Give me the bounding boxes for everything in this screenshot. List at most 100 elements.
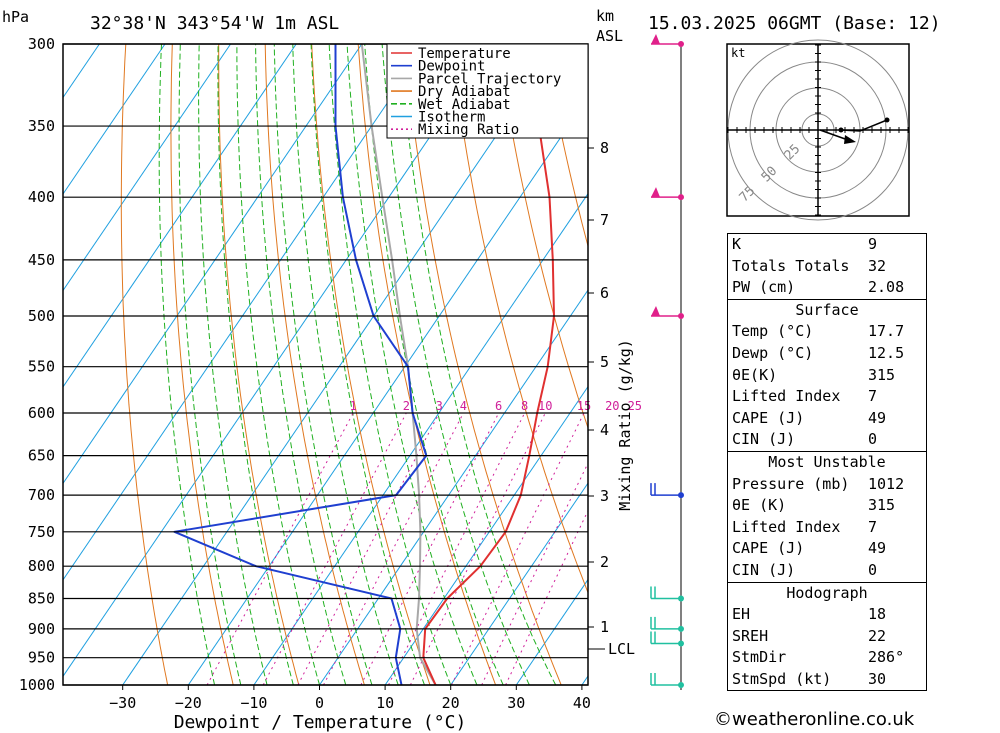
pressure-tick-label: 750 bbox=[28, 523, 55, 541]
most-unstable-index-value: 49 bbox=[868, 539, 887, 558]
isotherm-line bbox=[63, 44, 494, 678]
dry-adiabat-line bbox=[170, 44, 234, 685]
most-unstable-index-value: 315 bbox=[868, 496, 896, 515]
most-unstable-title: Most Unstable bbox=[768, 452, 886, 471]
most-unstable-index-value: 0 bbox=[868, 560, 878, 579]
legend-box bbox=[386, 43, 589, 139]
credit-text: ©weatheronline.co.uk bbox=[714, 709, 915, 730]
hodograph-section: Hodograph EH 18 SREH 22 StmDir 286° StmSpd (kt… bbox=[727, 581, 927, 692]
isotherm-line bbox=[450, 482, 588, 685]
wet-adiabat-line bbox=[158, 44, 215, 685]
height-unit-label: km bbox=[596, 7, 614, 25]
surface-index-row: Temp (°C) 17.7 bbox=[728, 321, 926, 343]
most-unstable-index-value: 7 bbox=[868, 517, 878, 536]
general-index-row: PW (cm) 2.08 bbox=[728, 277, 926, 299]
isotherm-line bbox=[63, 44, 428, 581]
height-tick-label: 5 bbox=[600, 353, 609, 371]
temperature-tick-label: 40 bbox=[573, 694, 591, 712]
most-unstable-index-label: CIN (J) bbox=[732, 560, 796, 579]
mixing-ratio-label: 1 bbox=[350, 399, 357, 413]
isotherm-line bbox=[319, 289, 588, 685]
mixing-ratio-line bbox=[451, 412, 585, 685]
surface-index-value: 17.7 bbox=[868, 322, 905, 341]
mixing-ratio-label: 25 bbox=[628, 399, 642, 413]
isotherm-line bbox=[63, 44, 363, 485]
general-index-value: 9 bbox=[868, 235, 878, 253]
mixing-ratio-line bbox=[388, 412, 526, 685]
mixing-ratio-label: 3 bbox=[436, 399, 443, 413]
pressure-tick-label: 550 bbox=[28, 358, 55, 376]
surface-index-value: 7 bbox=[868, 387, 878, 406]
storm-motion-line bbox=[819, 129, 849, 141]
pressure-tick-label: 850 bbox=[28, 589, 55, 607]
legend-label: Temperature bbox=[418, 46, 511, 62]
pressure-tick-label: 900 bbox=[28, 620, 55, 638]
height-tick-label: 2 bbox=[600, 553, 609, 571]
lcl-label: LCL bbox=[608, 640, 635, 658]
wet-adiabat-line bbox=[292, 44, 399, 685]
pressure-tick-label: 450 bbox=[28, 251, 55, 269]
isotherm-line bbox=[253, 192, 588, 685]
surface-index-value: 315 bbox=[868, 365, 896, 384]
wind-barb-flag bbox=[651, 34, 660, 44]
hodograph-index-value: 30 bbox=[868, 669, 887, 688]
pressure-tick-label: 1000 bbox=[19, 676, 55, 694]
pressure-tick-label: 600 bbox=[28, 404, 55, 422]
general-index-value: 32 bbox=[868, 256, 887, 275]
location-title: 32°38'N 343°54'W 1m ASL bbox=[90, 13, 339, 34]
surface-index-value: 12.5 bbox=[868, 343, 905, 362]
general-index-label: Totals Totals bbox=[732, 256, 850, 275]
legend-label: Parcel Trajectory bbox=[418, 71, 561, 87]
hodograph-index-value: 18 bbox=[868, 605, 887, 624]
surface-index-row: θE(K) 315 bbox=[728, 365, 926, 387]
mixing-ratio-line bbox=[323, 412, 464, 685]
pressure-unit-label: hPa bbox=[2, 8, 29, 26]
hodograph-trace bbox=[840, 119, 888, 132]
height-tick-label: 6 bbox=[600, 284, 609, 302]
most-unstable-index-label: CAPE (J) bbox=[732, 539, 805, 558]
hodograph-unit-label: kt bbox=[731, 46, 745, 60]
most-unstable-section: Most Unstable Pressure (mb) 1012 θE (K) 315… bbox=[727, 450, 927, 582]
hodograph-index-label: EH bbox=[732, 605, 751, 624]
dry-adiabat-line bbox=[963, 44, 1000, 685]
hodograph-title: Hodograph bbox=[786, 583, 868, 602]
temperature-tick-label: −30 bbox=[109, 694, 136, 712]
surface-index-row: CAPE (J) 49 bbox=[728, 408, 926, 430]
pressure-tick-label: 500 bbox=[28, 307, 55, 325]
surface-index-row: Lifted Index 7 bbox=[728, 386, 926, 408]
temperature-tick-label: −20 bbox=[175, 694, 202, 712]
pressure-tick-label: 400 bbox=[28, 188, 55, 206]
most-unstable-index-label: θE (K) bbox=[732, 496, 787, 515]
indices-panel: K 9 Totals Totals 32 PW (cm) 2.08 Surface Tem… bbox=[727, 233, 927, 703]
wet-adiabat-line bbox=[273, 44, 373, 685]
mixing-ratio-label: 10 bbox=[538, 399, 552, 413]
height-tick-label: 1 bbox=[600, 618, 609, 636]
surface-index-label: Temp (°C) bbox=[732, 322, 814, 341]
pressure-tick-label: 800 bbox=[28, 557, 55, 575]
surface-index-label: Dewp (°C) bbox=[732, 343, 814, 362]
mixing-ratio-label: 8 bbox=[521, 399, 528, 413]
mixing-ratio-label: 15 bbox=[577, 399, 591, 413]
hodograph-index-value: 286° bbox=[868, 648, 905, 667]
pressure-tick-label: 350 bbox=[28, 117, 55, 135]
most-unstable-index-value: 1012 bbox=[868, 474, 905, 493]
general-index-label: K bbox=[732, 235, 742, 253]
wind-barb-flag bbox=[651, 187, 660, 198]
mixing-ratio-label: 4 bbox=[460, 399, 467, 413]
most-unstable-index-row: CAPE (J) 49 bbox=[728, 538, 926, 560]
surface-index-label: CAPE (J) bbox=[732, 408, 805, 427]
mixing-ratio-label: 20 bbox=[605, 399, 619, 413]
wet-adiabat-line bbox=[198, 44, 268, 685]
surface-index-label: Lifted Index bbox=[732, 387, 841, 406]
isotherm-line bbox=[63, 44, 297, 388]
legend-label: Dewpoint bbox=[418, 59, 485, 75]
height-tick-label: 7 bbox=[600, 211, 609, 229]
hodograph-index-label: StmDir bbox=[732, 648, 787, 667]
surface-index-value: 49 bbox=[868, 408, 887, 427]
legend-label: Isotherm bbox=[418, 110, 485, 126]
y-axis-title: Mixing Ratio (g/kg) bbox=[616, 339, 634, 511]
temperature-tick-label: 20 bbox=[442, 694, 460, 712]
hodograph-index-label: StmSpd (kt) bbox=[732, 669, 832, 688]
